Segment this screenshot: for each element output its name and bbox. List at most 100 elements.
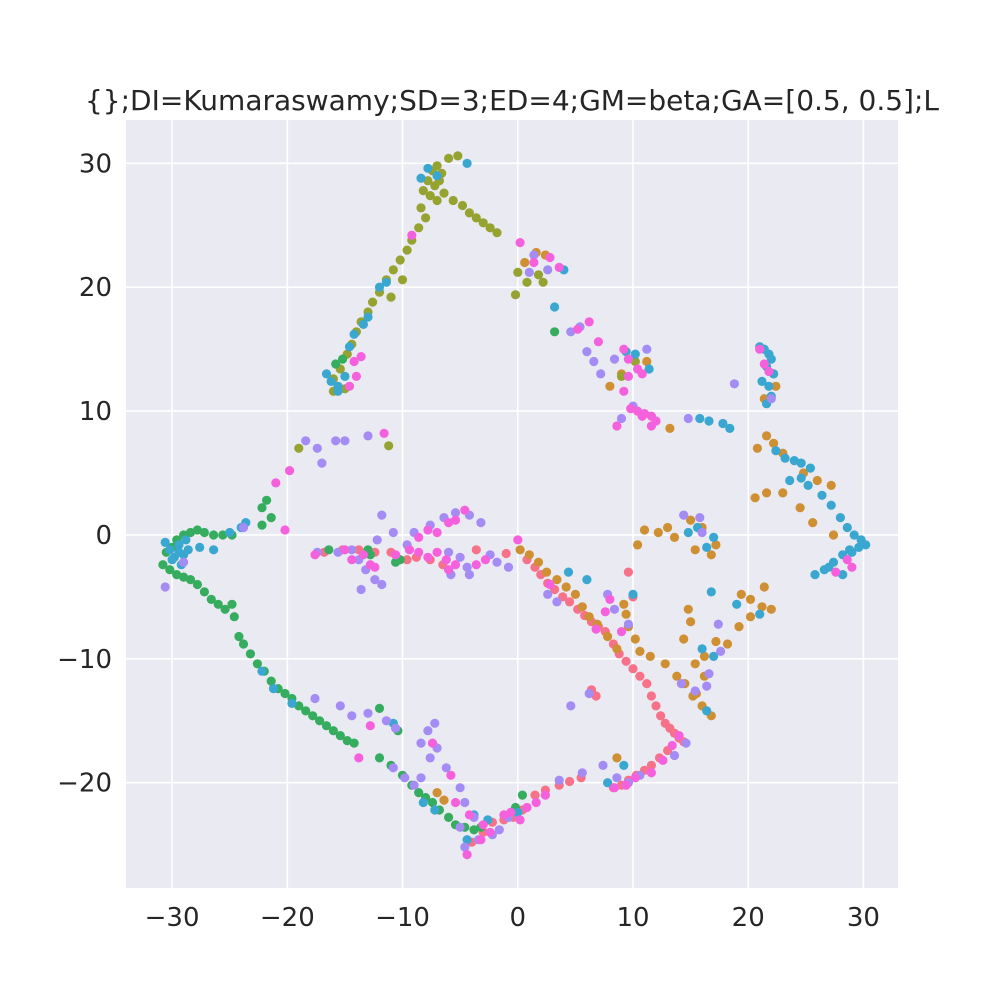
scatter-point: [732, 599, 742, 609]
scatter-point: [619, 386, 629, 396]
scatter-point: [861, 540, 871, 550]
scatter-point: [471, 560, 481, 570]
scatter-point: [795, 503, 805, 513]
scatter-point: [785, 475, 795, 486]
scatter-point: [492, 557, 502, 567]
scatter-point: [425, 753, 435, 763]
scatter-point: [414, 788, 424, 798]
scatter-point: [831, 567, 841, 577]
scatter-point: [847, 562, 857, 572]
scatter-point: [623, 567, 634, 577]
scatter-point: [450, 797, 461, 808]
scatter-point: [642, 679, 652, 689]
scatter-point: [423, 552, 433, 562]
scatter-point: [430, 718, 440, 728]
scatter-point: [759, 582, 769, 592]
scatter-point: [520, 257, 530, 268]
scatter-point: [621, 656, 631, 666]
scatter-point: [160, 537, 170, 548]
scatter-point: [402, 245, 412, 255]
scatter-point: [706, 550, 716, 560]
scatter-point: [619, 760, 629, 771]
scatter-point: [333, 547, 343, 557]
scatter-point: [418, 797, 428, 808]
scatter-point: [229, 612, 239, 622]
scatter-point: [759, 359, 769, 369]
scatter-point: [363, 431, 373, 441]
scatter-point: [478, 218, 488, 228]
scatter-point: [515, 545, 525, 555]
scatter-point: [766, 394, 776, 404]
data-points: [158, 151, 871, 860]
scatter-point: [185, 527, 196, 538]
y-tick-label: 20: [79, 273, 112, 303]
scatter-point: [409, 780, 419, 790]
y-tick-label: 0: [95, 521, 112, 551]
scatter-point: [565, 776, 575, 787]
scatter-point: [271, 478, 281, 488]
scatter-point: [550, 302, 560, 312]
scatter-point: [404, 545, 415, 555]
scatter-point: [416, 173, 426, 183]
scatter-point: [665, 423, 675, 433]
scatter-point: [623, 354, 634, 364]
scatter-point: [365, 550, 375, 560]
scatter-point: [172, 570, 182, 580]
scatter-point: [158, 560, 168, 570]
scatter-point: [344, 342, 355, 352]
scatter-point: [460, 505, 470, 515]
scatter-point: [729, 379, 740, 389]
scatter-point: [722, 639, 733, 649]
scatter-point: [713, 619, 723, 629]
scatter-point: [817, 490, 827, 500]
scatter-point: [167, 555, 177, 565]
scatter-point: [642, 356, 652, 367]
scatter-point: [679, 634, 689, 644]
scatter-point: [755, 344, 765, 354]
scatter-point: [310, 550, 320, 560]
scatter-point: [515, 238, 525, 248]
scatter-point: [690, 686, 700, 696]
scatter-point: [524, 550, 534, 560]
scatter-point: [397, 275, 408, 285]
scatter-point: [471, 545, 481, 555]
scatter-point: [766, 354, 776, 364]
scatter-point: [702, 681, 712, 691]
scatter-point: [245, 649, 255, 659]
scatter-point: [195, 542, 205, 553]
scatter-point: [780, 453, 790, 463]
scatter-point: [769, 438, 779, 448]
scatter-point: [835, 513, 846, 523]
scatter-point: [826, 480, 836, 490]
scatter-point: [464, 208, 474, 218]
plot-background: [126, 120, 898, 888]
scatter-point: [755, 609, 765, 619]
scatter-point: [354, 753, 364, 763]
scatter-point: [745, 612, 756, 622]
scatter-point: [342, 736, 352, 746]
scatter-point: [384, 441, 394, 451]
scatter-point: [450, 560, 461, 570]
scatter-point: [683, 413, 693, 424]
scatter-point: [577, 768, 587, 778]
scatter-point: [370, 562, 380, 572]
scatter-point: [285, 466, 295, 476]
scatter-point: [506, 807, 516, 818]
scatter-point: [280, 525, 290, 535]
scatter-point: [656, 711, 666, 721]
scatter-point: [847, 547, 857, 557]
scatter-point: [621, 609, 631, 619]
scatter-point: [372, 535, 382, 545]
scatter-point: [374, 703, 385, 714]
scatter-point: [679, 510, 689, 520]
scatter-point: [554, 262, 564, 272]
scatter-point: [423, 163, 433, 173]
scatter-point: [407, 230, 417, 240]
scatter-point: [252, 659, 262, 669]
scatter-point: [552, 597, 562, 607]
scatter-point: [824, 562, 834, 572]
scatter-point: [612, 421, 622, 431]
scatter-point: [543, 265, 553, 275]
scatter-point: [609, 604, 620, 614]
scatter-point: [460, 797, 470, 808]
